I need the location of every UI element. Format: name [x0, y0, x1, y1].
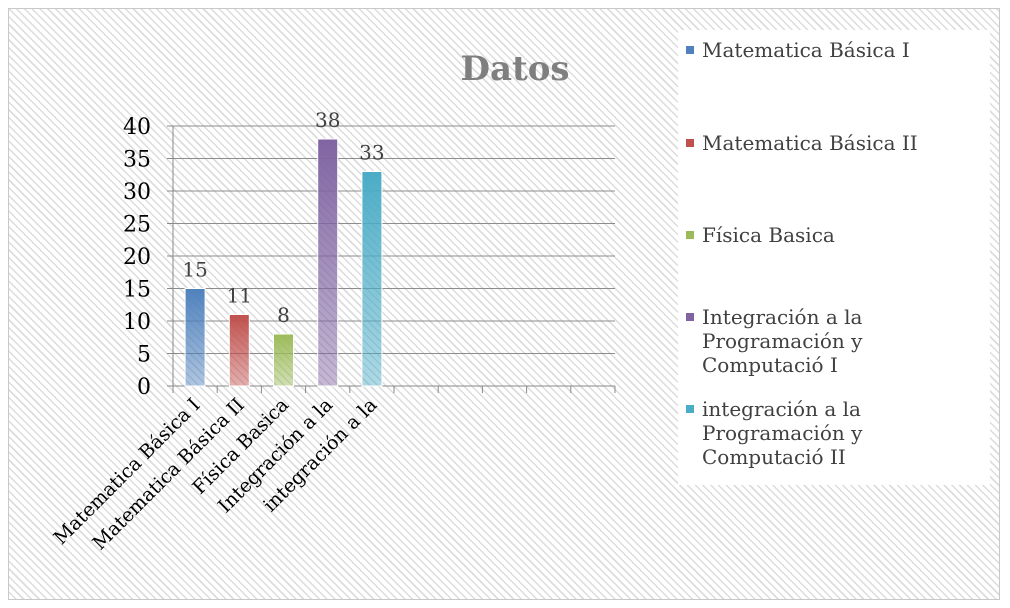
data-label: 33	[359, 141, 384, 165]
legend-label: integración a la Programación y Computac…	[702, 397, 863, 469]
legend-label: Matematica Básica I	[702, 38, 910, 62]
y-tick-label: 25	[123, 213, 151, 238]
legend-swatch	[686, 231, 694, 239]
legend-swatch	[686, 139, 694, 147]
y-tick-label: 10	[123, 310, 151, 335]
legend-swatch	[686, 313, 694, 321]
data-label: 8	[277, 303, 290, 327]
y-tick-label: 30	[123, 180, 151, 205]
y-tick-label: 40	[123, 115, 151, 140]
legend-entry: integración a la Programación y Computac…	[686, 397, 934, 469]
legend-label: Matematica Básica II	[702, 131, 918, 155]
bar	[361, 171, 383, 387]
y-tick-label: 20	[123, 245, 151, 270]
bar	[317, 138, 339, 387]
legend-label: Integración a la Programación y Computac…	[702, 305, 863, 377]
data-label: 38	[315, 108, 340, 132]
bar	[184, 288, 206, 387]
bar	[273, 333, 294, 387]
legend-label: Física Basica	[702, 223, 835, 247]
data-label: 11	[227, 284, 252, 308]
bar	[228, 314, 250, 387]
legend-swatch	[686, 405, 694, 413]
legend-entry: Integración a la Programación y Computac…	[686, 305, 934, 377]
legend-swatch	[686, 46, 694, 54]
chart-title: Datos	[460, 49, 569, 89]
y-tick-label: 35	[123, 148, 151, 173]
legend: Matematica Básica I Matematica Básica II F…	[678, 30, 990, 485]
y-tick-label: 0	[137, 375, 151, 400]
legend-entry: Matematica Básica I	[686, 38, 934, 62]
y-tick-label: 15	[123, 278, 151, 303]
legend-entry: Física Basica	[686, 223, 934, 247]
data-label: 15	[182, 258, 207, 282]
legend-entry: Matematica Básica II	[686, 131, 934, 155]
y-tick-label: 5	[137, 343, 151, 368]
